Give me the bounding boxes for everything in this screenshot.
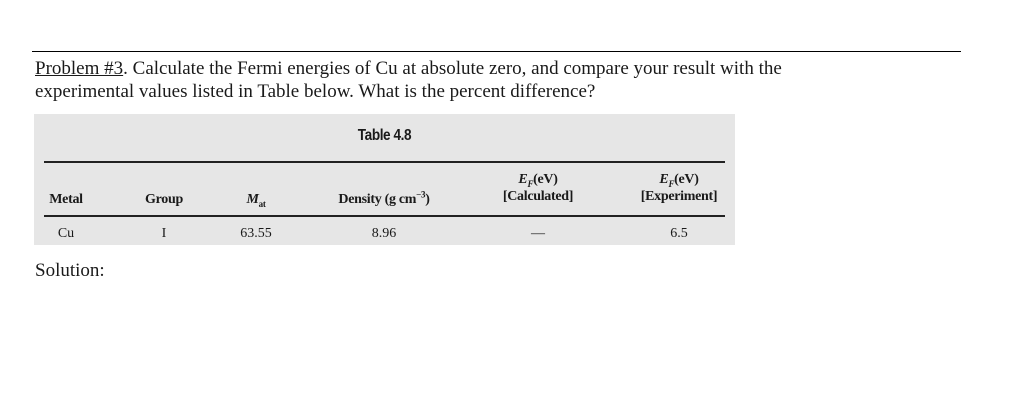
top-horizontal-rule xyxy=(32,51,961,52)
cell-ef-experiment: 6.5 xyxy=(670,226,688,241)
table-top-rule xyxy=(44,161,725,163)
problem-label: Problem #3 xyxy=(35,58,124,79)
problem-text-line2: experimental values listed in Table belo… xyxy=(35,81,596,102)
table-header-rule xyxy=(44,215,725,217)
header-ef-experiment: EF(eV) [Experiment] xyxy=(640,172,718,204)
data-table: Table 4.8 Metal Group Mat Density (g cm−… xyxy=(34,114,735,245)
problem-text-line1: . Calculate the Fermi energies of Cu at … xyxy=(123,58,782,79)
header-group: Group xyxy=(145,192,183,207)
cell-ef-calculated: — xyxy=(531,226,545,241)
solution-label: Solution: xyxy=(35,260,105,281)
cell-metal: Cu xyxy=(57,226,75,241)
cell-density: 8.96 xyxy=(371,226,397,241)
cell-atomic-mass: 63.55 xyxy=(240,226,272,241)
header-atomic-mass: Mat xyxy=(246,192,266,209)
header-ef-calculated: EF(eV) [Calculated] xyxy=(502,172,574,204)
problem-statement: Problem #3. Calculate the Fermi energies… xyxy=(35,57,965,103)
header-metal: Metal xyxy=(49,192,83,207)
cell-group: I xyxy=(161,226,167,241)
table-title: Table 4.8 xyxy=(357,127,412,144)
header-density: Density (g cm−3) xyxy=(338,189,430,207)
